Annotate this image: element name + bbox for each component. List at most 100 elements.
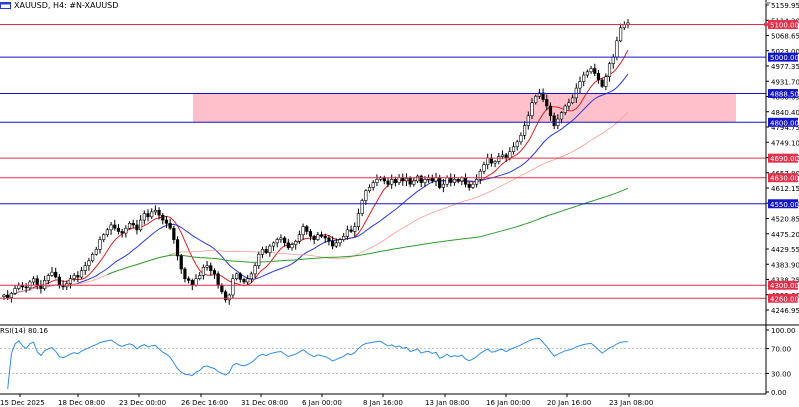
level-price-badge [768, 117, 798, 127]
level-price-badge [768, 199, 798, 209]
candle [54, 267, 58, 279]
candle [523, 121, 527, 140]
level-price-badge [768, 153, 798, 163]
candle [412, 177, 416, 187]
candle [305, 224, 309, 235]
candle [105, 227, 109, 237]
candle [353, 222, 357, 237]
candle [198, 271, 202, 281]
candle [201, 264, 205, 280]
candle [150, 208, 154, 219]
candle [331, 236, 335, 250]
candle [264, 246, 268, 255]
candle [257, 251, 261, 269]
rsi-indicator-label: RSI(14) 80.16 [0, 327, 49, 335]
candle [68, 274, 73, 289]
chart-window-icon [0, 2, 11, 9]
candle [467, 181, 471, 191]
resistance-zone[interactable] [193, 93, 736, 123]
candle [120, 229, 124, 238]
candle [349, 225, 353, 234]
candle [600, 78, 604, 88]
candle [334, 238, 338, 248]
candle [593, 63, 597, 77]
level-price-label: 4260.00 [770, 295, 799, 303]
level-price-label: 5000.00 [770, 54, 799, 62]
candle [279, 234, 283, 243]
level-price-label: 4300.00 [770, 282, 799, 290]
candle [519, 132, 523, 145]
candle [31, 276, 36, 286]
level-price-label: 4630.00 [770, 175, 799, 183]
candle [135, 219, 139, 235]
candle [367, 184, 372, 193]
candle [545, 94, 549, 111]
candle [286, 238, 290, 250]
candle [345, 225, 349, 240]
candle [526, 111, 530, 130]
candle [364, 189, 368, 205]
candle [548, 102, 553, 121]
candle [312, 234, 316, 245]
candle [124, 225, 128, 238]
candle [493, 160, 497, 168]
candle [290, 242, 294, 251]
candle [175, 236, 180, 261]
candle [146, 209, 150, 222]
candle [342, 232, 346, 242]
level-price-badge [768, 280, 798, 290]
level-price-badge [768, 52, 798, 62]
candle [238, 272, 242, 283]
price-tick-label: 4977.35 [771, 63, 799, 71]
candle [83, 261, 87, 275]
candle [571, 94, 575, 105]
main-plot-area[interactable] [0, 0, 766, 325]
candle [46, 273, 50, 285]
candle [371, 180, 375, 191]
moving-average-line [107, 187, 629, 276]
candle [386, 177, 390, 187]
candle [582, 71, 586, 87]
candle [567, 98, 571, 110]
rsi-line [7, 337, 629, 389]
candle [360, 198, 364, 217]
candle [327, 234, 331, 246]
candle [13, 285, 17, 295]
rsi-tick-label: 70.00 [771, 346, 791, 354]
price-tick-label: 4246.95 [771, 307, 799, 315]
level-price-label: 4690.00 [770, 155, 799, 163]
rsi-tick-label: 30.00 [771, 370, 791, 378]
time-tick-label: 23 Jan 08:00 [609, 399, 653, 407]
candle [157, 207, 161, 220]
candle [76, 271, 80, 283]
time-tick-label: 16 Jan 00:00 [486, 399, 530, 407]
candle [2, 293, 6, 300]
candle [246, 275, 250, 286]
chart-title: XAUUSD, H4: #N-XAUUSD [0, 1, 118, 10]
candle [604, 73, 608, 91]
candle [375, 174, 379, 187]
candle [404, 173, 409, 187]
time-tick-label: 18 Dec 08:00 [58, 399, 105, 407]
price-tick-label: 4931.70 [771, 78, 799, 86]
candle [559, 111, 564, 124]
time-tick-label: 26 Dec 16:00 [181, 399, 228, 407]
level-price-label: 4550.00 [770, 201, 799, 209]
candle [260, 246, 265, 259]
candle [205, 260, 209, 271]
symbol-label: XAUUSD, H4: #N-XAUUSD [14, 1, 119, 10]
candle [9, 291, 13, 303]
price-tick-label: 4794.75 [771, 124, 799, 132]
candle [316, 231, 320, 241]
candle [179, 254, 183, 274]
candle [607, 61, 612, 82]
candle [24, 283, 28, 293]
candle [153, 205, 157, 215]
candle [142, 210, 146, 225]
candle [475, 174, 479, 188]
scroll-marker-icon[interactable] [765, 2, 771, 6]
candle [415, 174, 420, 184]
candle [209, 262, 213, 276]
candle [131, 219, 135, 229]
candle [79, 267, 84, 280]
